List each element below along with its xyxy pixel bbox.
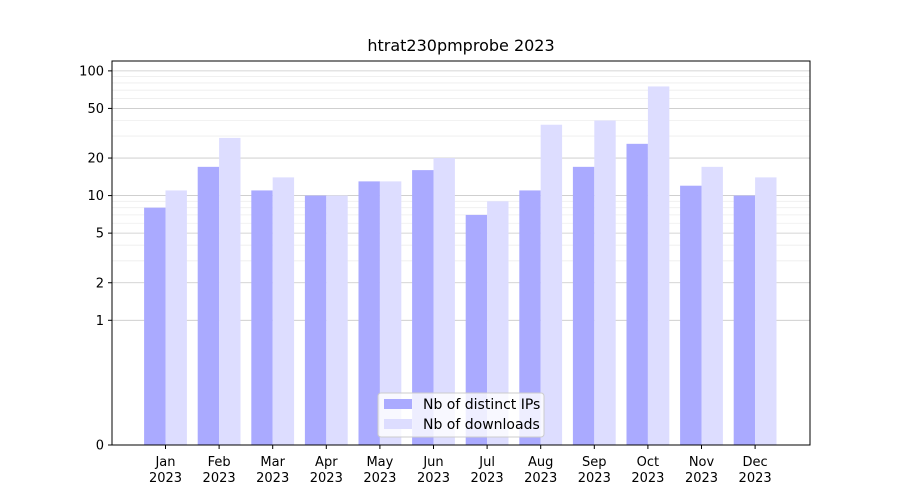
- y-tick-label: 20: [87, 152, 104, 167]
- bar-downloads: [219, 137, 241, 446]
- plot-frame: [111, 60, 811, 446]
- legend-label: Nb of distinct IPs: [423, 397, 540, 413]
- legend-swatch: [384, 399, 412, 409]
- bar-distinct-ips: [465, 214, 488, 445]
- bars-layer: [144, 86, 777, 446]
- x-tick-label: Jul 2023: [471, 455, 504, 486]
- x-tick-label: Aug 2023: [524, 455, 557, 486]
- y-tick-label: 2: [96, 276, 104, 291]
- bar-downloads: [540, 124, 563, 445]
- bar-downloads: [487, 201, 509, 445]
- bar-distinct-ips: [519, 190, 541, 445]
- bar-downloads: [379, 181, 402, 445]
- y-tick-label: 10: [87, 189, 104, 204]
- x-tick-label: Nov 2023: [685, 455, 718, 486]
- legend-swatch: [384, 419, 412, 429]
- chart-title: htrat230pmprobe 2023: [367, 36, 554, 55]
- axes-layer: 0 1 2 5 10 20 50 100 Jan 2023 Feb 2023 Mar 2023 Apr 202…: [79, 60, 811, 486]
- bar-distinct-ips: [626, 143, 648, 446]
- bar-distinct-ips: [304, 195, 327, 445]
- x-tick-label: Dec 2023: [739, 455, 772, 486]
- x-tick-label: Jan 2023: [149, 455, 182, 486]
- legend-box: [377, 392, 545, 438]
- bar-downloads: [326, 195, 348, 445]
- bar-downloads: [594, 120, 616, 445]
- x-tick-label: Oct 2023: [631, 455, 664, 486]
- bar-distinct-ips: [733, 195, 756, 445]
- bar-downloads: [433, 158, 455, 445]
- bar-distinct-ips: [412, 170, 434, 445]
- bar-downloads: [647, 86, 670, 445]
- x-tick-label: Jun 2023: [417, 455, 450, 486]
- legend-label: Nb of downloads: [423, 417, 540, 433]
- x-tick-label: Apr 2023: [310, 455, 343, 486]
- bar-distinct-ips: [144, 207, 166, 445]
- y-tick-label: 100: [79, 64, 104, 79]
- y-tick-label: 5: [96, 227, 104, 242]
- x-tick-label: May 2023: [363, 455, 396, 486]
- x-tick-label: Sep 2023: [578, 455, 611, 486]
- bar-distinct-ips: [680, 185, 702, 445]
- bar-downloads: [165, 190, 187, 445]
- bar-distinct-ips: [358, 181, 380, 445]
- x-tick-label: Feb 2023: [203, 455, 236, 486]
- bar-downloads: [701, 166, 723, 445]
- bar-downloads: [272, 177, 295, 445]
- y-tick-label: 50: [87, 102, 104, 117]
- bar-distinct-ips: [251, 190, 273, 445]
- x-tick-label: Mar 2023: [256, 455, 289, 486]
- bar-distinct-ips: [572, 166, 595, 445]
- bar-downloads: [755, 177, 777, 445]
- bar-distinct-ips: [197, 166, 220, 445]
- legend: Nb of distinct IPs Nb of downloads: [377, 392, 545, 438]
- y-tick-label: 0: [96, 439, 104, 454]
- y-tick-label: 1: [96, 314, 104, 329]
